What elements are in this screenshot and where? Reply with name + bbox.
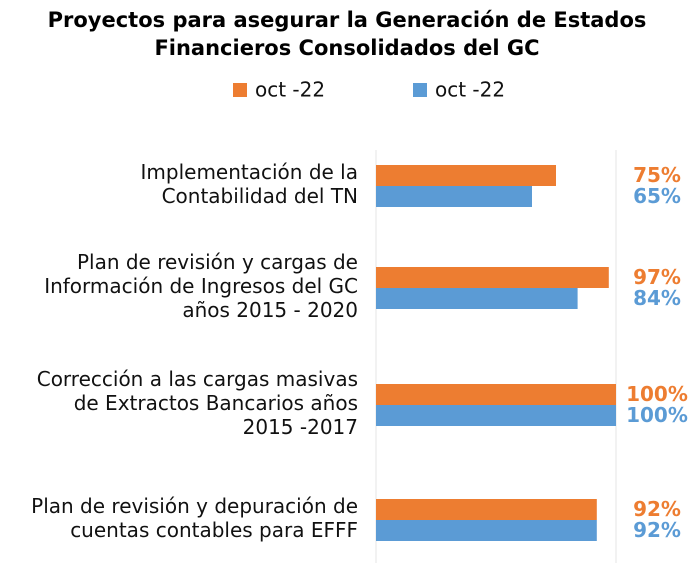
value-label: 100% — [626, 382, 688, 406]
category-label: Plan de revisión y depuración de cuentas… — [31, 494, 358, 542]
value-label: 65% — [633, 184, 681, 208]
bar — [376, 186, 532, 207]
value-label: 92% — [633, 497, 681, 521]
bar — [376, 384, 616, 405]
bar — [376, 165, 556, 186]
category-label: Plan de revisión y cargas de Información… — [44, 250, 358, 322]
value-label: 97% — [633, 265, 681, 289]
category-label: Implementación de la Contabilidad del TN — [140, 160, 359, 208]
legend-label: oct -22 — [435, 78, 505, 102]
bar — [376, 405, 616, 426]
value-label: 75% — [633, 163, 681, 187]
legend-swatch — [233, 83, 247, 97]
chart-title: Proyectos para asegurar la Generación de… — [47, 8, 647, 60]
legend-label: oct -22 — [255, 78, 325, 102]
value-label: 84% — [633, 286, 681, 310]
bar — [376, 288, 578, 309]
legend-swatch — [413, 83, 427, 97]
category-label: Corrección a las cargas masivas de Extra… — [36, 367, 358, 439]
bar — [376, 267, 609, 288]
value-label: 92% — [633, 518, 681, 542]
bar — [376, 520, 597, 541]
bar — [376, 499, 597, 520]
value-label: 100% — [626, 403, 688, 427]
